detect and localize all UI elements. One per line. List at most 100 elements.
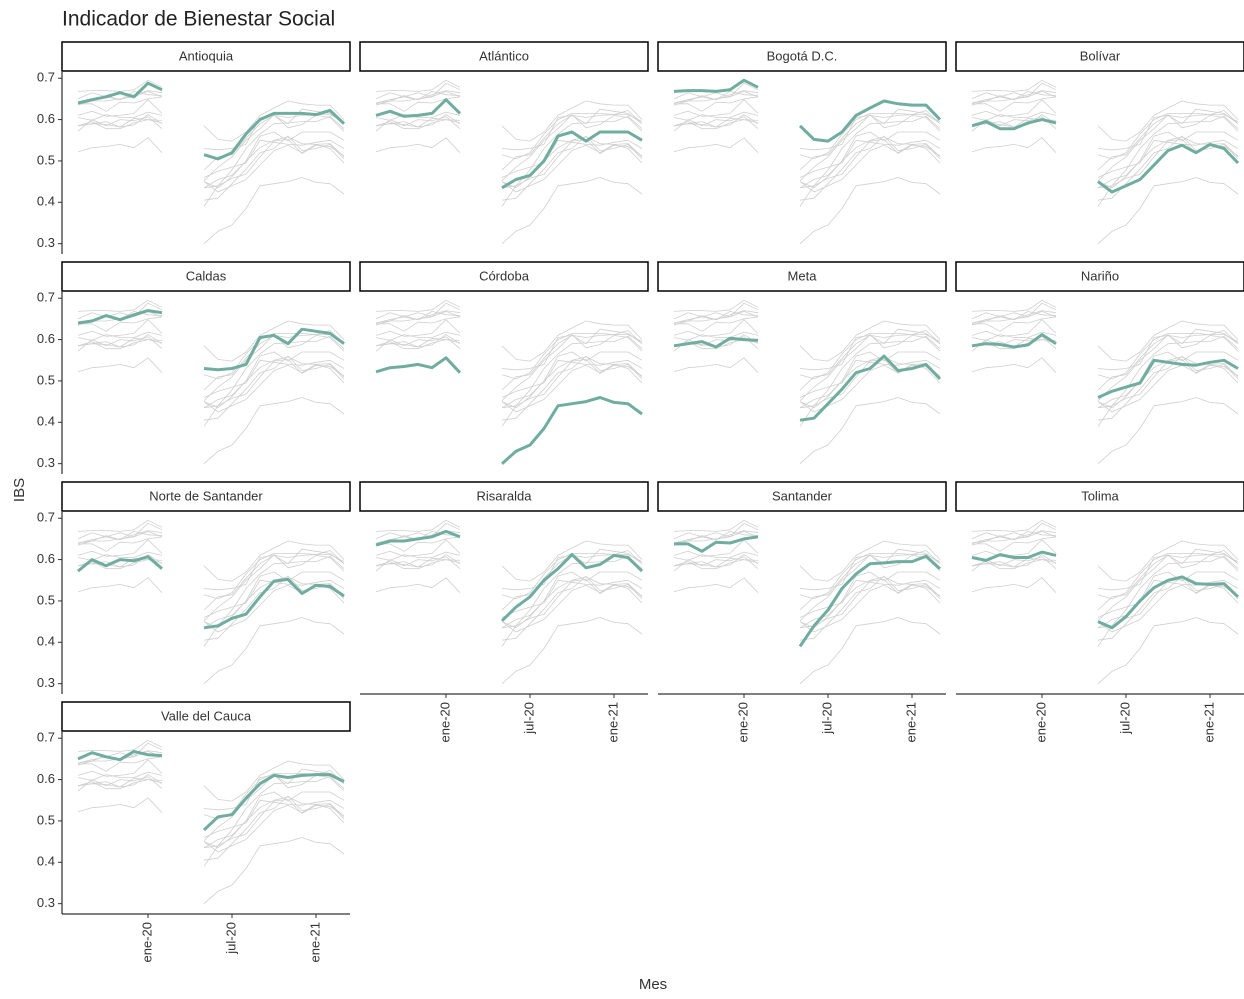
highlight-line <box>77 749 345 832</box>
context-line <box>375 137 643 244</box>
context-line <box>375 331 643 409</box>
context-line <box>77 117 345 201</box>
context-line <box>77 137 345 244</box>
y-tick-label: 0.5 <box>37 812 55 827</box>
context-line <box>77 91 345 182</box>
context-line <box>375 82 643 160</box>
y-tick-label: 0.3 <box>37 455 55 470</box>
context-line <box>971 531 1239 611</box>
y-tick-label: 0.5 <box>37 592 55 607</box>
context-line <box>77 539 345 629</box>
context-line <box>971 539 1239 629</box>
context-line <box>375 519 643 582</box>
strip-label: Risaralda <box>477 488 533 503</box>
context-line <box>77 319 345 409</box>
strip-label: Tolima <box>1081 488 1119 503</box>
context-line <box>375 554 643 618</box>
x-tick-label: jul-20 <box>1117 702 1132 735</box>
context-line <box>673 522 941 600</box>
context-line <box>971 357 1239 464</box>
context-line <box>971 519 1239 582</box>
y-tick-label: 0.4 <box>37 854 55 869</box>
context-line <box>77 797 345 904</box>
strip <box>61 41 351 72</box>
highlight-line <box>77 555 345 630</box>
strip <box>359 261 649 292</box>
y-tick-label: 0.3 <box>37 675 55 690</box>
context-line <box>673 299 941 362</box>
context-line <box>971 99 1239 189</box>
context-line <box>971 302 1239 380</box>
context-line <box>375 551 643 629</box>
context-line <box>375 522 643 600</box>
context-line <box>77 577 345 684</box>
context-line <box>77 774 345 838</box>
context-line <box>972 536 1239 647</box>
context-line <box>971 79 1239 142</box>
context-line <box>375 334 643 398</box>
context-line <box>673 311 941 391</box>
context-line <box>971 554 1239 618</box>
context-line <box>375 79 643 142</box>
context-line <box>375 91 643 171</box>
strip-label: Meta <box>788 268 818 283</box>
strip <box>955 261 1244 292</box>
context-line <box>673 311 941 402</box>
y-tick-label: 0.4 <box>37 634 55 649</box>
context-line <box>673 519 941 582</box>
highlight-line <box>77 81 346 161</box>
context-line <box>971 319 1239 409</box>
context-line <box>77 299 345 362</box>
context-line <box>971 82 1239 160</box>
strip-label: Atlántico <box>479 48 529 63</box>
highlight-line <box>375 356 643 465</box>
strip <box>359 481 649 512</box>
y-tick-label: 0.7 <box>37 730 55 745</box>
strip-label: Bolívar <box>1080 48 1121 63</box>
context-line <box>971 522 1239 600</box>
context-line <box>673 116 941 189</box>
highlight-line <box>971 550 1240 630</box>
context-line <box>78 316 345 427</box>
context-line <box>673 551 941 629</box>
strip-label: Valle del Cauca <box>161 708 252 723</box>
context-line <box>673 334 941 398</box>
context-line <box>77 336 345 409</box>
x-tick-label: jul-20 <box>819 702 834 735</box>
context-line <box>673 554 941 618</box>
context-line <box>375 116 643 189</box>
strip-label: Santander <box>772 488 833 503</box>
context-line <box>673 319 941 409</box>
context-line <box>376 316 643 427</box>
context-line <box>971 559 1239 633</box>
context-line <box>77 522 345 600</box>
y-tick-label: 0.7 <box>37 290 55 305</box>
context-line <box>971 337 1239 421</box>
strip <box>657 261 947 292</box>
context-line <box>375 559 643 633</box>
strip <box>955 481 1244 512</box>
context-line <box>971 137 1239 244</box>
highlight-line <box>971 118 1240 194</box>
context-line <box>375 119 643 193</box>
context-line <box>971 556 1239 629</box>
context-line <box>77 339 345 413</box>
strip <box>61 701 351 732</box>
x-axis-title: Mes <box>639 976 667 993</box>
context-line <box>78 536 345 647</box>
context-line <box>77 771 345 849</box>
x-tick-label: ene-21 <box>605 702 620 742</box>
context-line <box>77 114 345 178</box>
context-line <box>673 302 941 380</box>
context-line <box>77 334 345 398</box>
context-line <box>77 331 345 409</box>
context-line <box>77 779 345 853</box>
context-line <box>673 111 941 189</box>
context-line <box>77 519 345 582</box>
y-tick-label: 0.7 <box>37 70 55 85</box>
context-line <box>77 739 345 802</box>
x-tick-label: ene-21 <box>1201 702 1216 742</box>
context-line <box>77 742 345 820</box>
context-line <box>971 91 1239 182</box>
context-line <box>375 339 643 413</box>
